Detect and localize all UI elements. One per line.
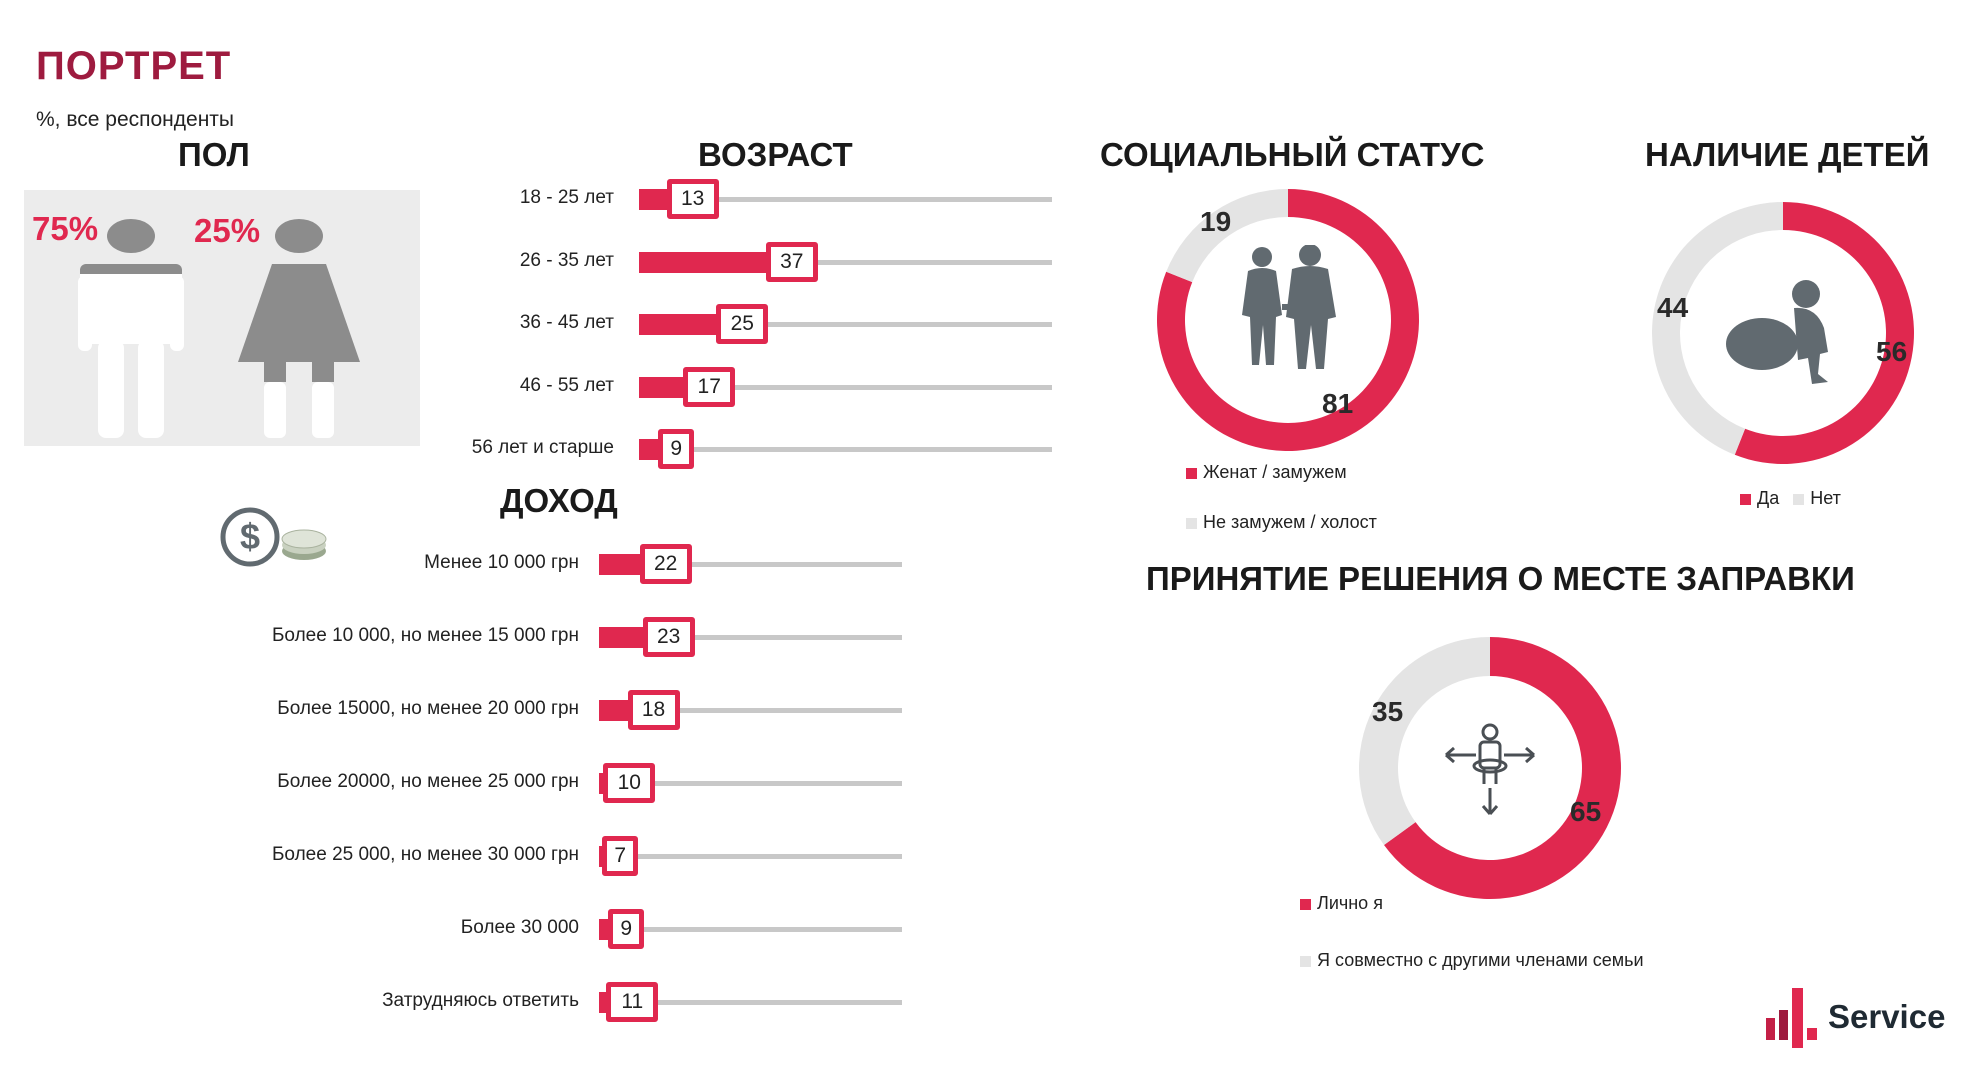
- social-status-value-married: 81: [1322, 388, 1354, 419]
- social-status-value-single: 19: [1200, 206, 1232, 237]
- bar-value-label: 23: [642, 617, 695, 657]
- bar-track: [599, 635, 902, 640]
- legend-swatch-accent: [1186, 467, 1197, 479]
- social-status-title: СОЦИАЛЬНЫЙ СТАТУС: [1100, 136, 1485, 173]
- bar-label: Более 15000, но менее 20 000 грн: [277, 698, 579, 719]
- bar-track: [639, 447, 1052, 452]
- logo-bars-icon: [1766, 988, 1817, 1048]
- legend-children: Да Нет: [1740, 488, 1841, 509]
- bar-label: 56 лет и старше: [471, 437, 614, 458]
- bar-label: Менее 10 000 грн: [424, 552, 579, 573]
- child-ball-icon: [1726, 280, 1828, 384]
- bar-track: [599, 781, 902, 786]
- bar-track: [599, 927, 902, 932]
- legend-joint: Я совместно с другими членами семьи: [1300, 950, 1644, 971]
- children-title: НАЛИЧИЕ ДЕТЕЙ: [1645, 136, 1930, 173]
- bar-value-label: 9: [608, 909, 645, 949]
- bar-value-label: 17: [683, 366, 736, 407]
- bar-track: [599, 562, 902, 567]
- person-arrows-icon: [1445, 723, 1535, 815]
- bar: [639, 251, 792, 273]
- brand-logo: Service: [1766, 984, 1951, 1052]
- bar-label: Более 10 000, но менее 15 000 грн: [271, 625, 579, 646]
- bar-track: [599, 854, 902, 859]
- logo-text: Service: [1828, 998, 1946, 1035]
- bar-label: Более 25 000, но менее 30 000 грн: [271, 844, 579, 865]
- bar-label: Более 20000, но менее 25 000 грн: [277, 771, 579, 792]
- social-status-donut: [1157, 189, 1419, 451]
- donut-slice: [1734, 202, 1914, 464]
- children-value-no: 44: [1657, 292, 1689, 323]
- donut-slice: [1652, 202, 1783, 455]
- decision-donut: [1359, 637, 1621, 899]
- donut-slice: [1384, 637, 1621, 899]
- bar-label: 36 - 45 лет: [519, 312, 614, 333]
- legend-label: Женат / замужем: [1203, 462, 1347, 482]
- legend-label: Лично я: [1317, 893, 1383, 913]
- legend-label: Не замужем / холост: [1203, 512, 1377, 532]
- income-chart-title: ДОХОД: [500, 482, 618, 519]
- decision-value-self: 65: [1570, 796, 1602, 827]
- bar-track: [639, 322, 1052, 327]
- page-title: ПОРТРЕТ: [36, 44, 232, 88]
- donut-slice: [1166, 189, 1288, 283]
- bar-value-label: 9: [658, 429, 695, 469]
- gender-panel: 75% 25%: [24, 190, 420, 446]
- bar-label: Более 30 000: [460, 917, 579, 938]
- legend-self: Лично я: [1300, 893, 1383, 914]
- children-donut: [1652, 202, 1914, 464]
- bar-value-label: 25: [716, 304, 769, 344]
- legend-swatch-grey: [1186, 517, 1197, 529]
- money-icon: $: [220, 507, 327, 567]
- age-chart-title: ВОЗРАСТ: [698, 136, 853, 173]
- decision-title: ПРИНЯТИЕ РЕШЕНИЯ О МЕСТЕ ЗАПРАВКИ: [1146, 560, 1855, 597]
- legend-married: Женат / замужем: [1186, 462, 1347, 483]
- bar-label: 46 - 55 лет: [519, 374, 614, 396]
- legend-swatch-grey: [1300, 955, 1311, 967]
- legend-label: Да: [1757, 488, 1780, 508]
- decision-value-joint: 35: [1372, 696, 1404, 727]
- bar-track: [639, 384, 1052, 390]
- svg-text:$: $: [240, 516, 260, 557]
- legend-label: Я совместно с другими членами семьи: [1317, 950, 1644, 970]
- page-subtitle: %, все респонденты: [36, 108, 235, 131]
- couple-icon: [1242, 245, 1336, 369]
- legend-swatch-grey: [1793, 493, 1805, 505]
- legend-single: Не замужем / холост: [1186, 512, 1377, 533]
- bar-track: [639, 197, 1052, 202]
- bar-value-label: 7: [602, 836, 639, 876]
- bar-value-label: 11: [606, 982, 659, 1022]
- bar-value-label: 13: [666, 179, 719, 219]
- donut-slice: [1359, 637, 1490, 845]
- bar-label: 26 - 35 лет: [519, 249, 614, 271]
- bar-track: [599, 1000, 902, 1005]
- bar-track: [599, 708, 902, 713]
- bar-value-label: 18: [627, 690, 680, 730]
- male-figure-icon: [78, 219, 184, 438]
- female-figure-icon: [238, 219, 360, 438]
- bar-value-label: 10: [603, 763, 656, 803]
- bar-label: 18 - 25 лет: [519, 187, 614, 208]
- gender-title: ПОЛ: [178, 136, 250, 173]
- bar-label: Затрудняюсь ответить: [382, 990, 579, 1011]
- male-percent: 75%: [32, 210, 99, 247]
- bar-value-label: 37: [765, 241, 818, 282]
- legend-swatch-accent: [1300, 898, 1311, 910]
- legend-swatch-accent: [1740, 493, 1751, 505]
- bar-value-label: 22: [639, 544, 692, 584]
- female-percent: 25%: [194, 212, 261, 249]
- bar-track: [639, 259, 1052, 265]
- legend-label: Нет: [1810, 488, 1841, 508]
- children-value-yes: 56: [1876, 336, 1908, 367]
